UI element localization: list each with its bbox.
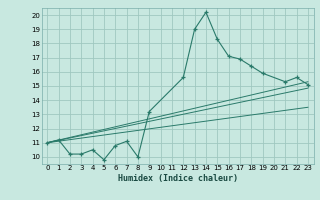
X-axis label: Humidex (Indice chaleur): Humidex (Indice chaleur) — [118, 174, 237, 183]
